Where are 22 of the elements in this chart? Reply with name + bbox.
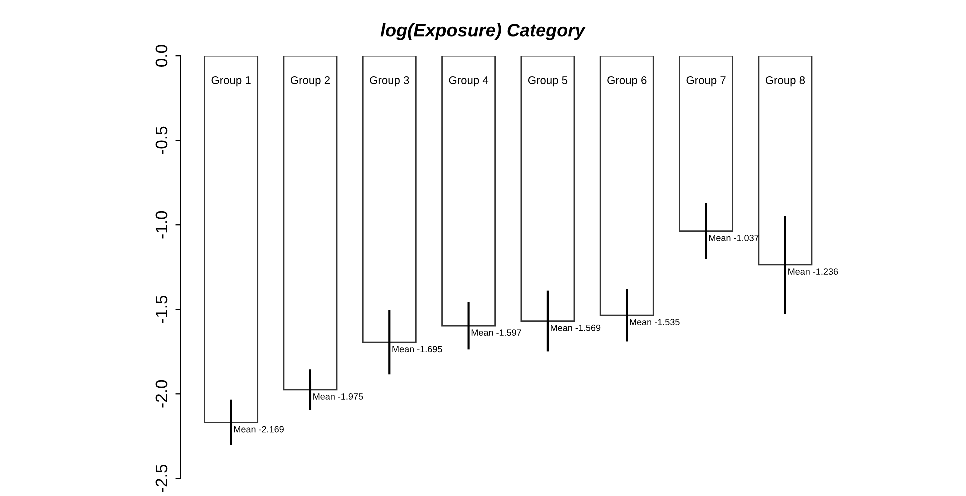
data-label: Mean -2.169 <box>234 426 284 433</box>
data-label: Mean -1.569 <box>551 324 601 332</box>
data-label: Mean -1.535 <box>630 319 680 326</box>
x-tick-label: Group 8 <box>766 76 806 87</box>
x-tick-label: Group 3 <box>370 76 410 87</box>
data-label: Mean -1.975 <box>314 394 364 400</box>
x-tick-label: Group 2 <box>290 76 330 87</box>
x-tick-label: Group 5 <box>528 76 568 87</box>
x-tick-label: Group 4 <box>449 76 489 87</box>
y-tick-label: -1.5 <box>156 296 168 324</box>
y-tick-label: -0.5 <box>156 126 168 154</box>
x-tick-label: Group 7 <box>686 76 726 87</box>
data-label: Mean -1.597 <box>472 330 522 336</box>
y-tick-label: 0.0 <box>156 45 168 67</box>
y-tick-label: -1.0 <box>156 211 168 239</box>
x-tick-label: Group 1 <box>212 76 251 87</box>
data-label: Mean -1.695 <box>392 346 442 353</box>
y-tick-label: -2.5 <box>156 464 168 492</box>
y-tick-label: -2.0 <box>156 380 168 408</box>
x-tick-label: Group 6 <box>608 76 647 87</box>
chart-title: log(Exposure) Category <box>380 24 586 40</box>
data-label: Mean -1.236 <box>788 268 838 275</box>
